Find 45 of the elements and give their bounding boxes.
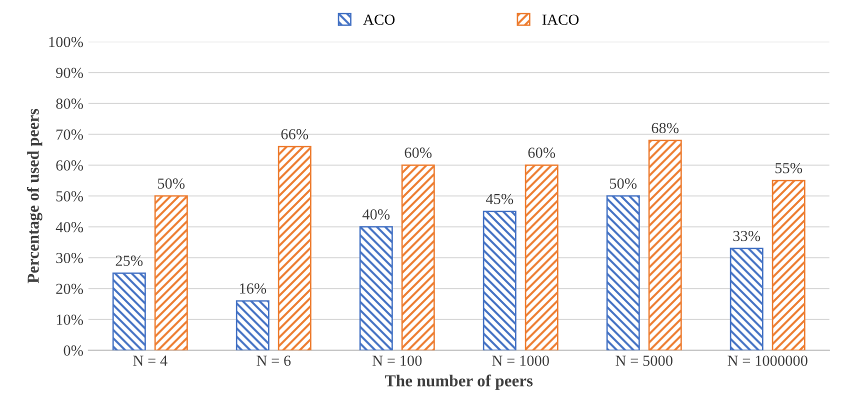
y-tick-label: 60% (56, 160, 84, 171)
data-label: 40% (362, 209, 390, 220)
x-tick-label: N = 4 (133, 356, 168, 366)
x-tick-label: N = 1000000 (728, 356, 808, 366)
y-tick-label: 70% (56, 129, 84, 140)
x-axis-title: The number of peers (384, 374, 533, 390)
y-tick-label: 90% (56, 68, 84, 78)
data-label: 68% (652, 122, 679, 134)
bar (112, 272, 146, 350)
y-axis-title: Percentage of used peers (26, 108, 42, 284)
x-tick-label: N = 6 (256, 356, 291, 366)
bar (359, 226, 393, 350)
data-label: 33% (733, 230, 760, 242)
bar (606, 195, 640, 350)
bar (648, 140, 682, 350)
bar (524, 164, 558, 350)
bar (482, 210, 516, 350)
data-label: 50% (158, 178, 185, 189)
bar (278, 146, 312, 350)
data-label: 60% (528, 148, 556, 158)
data-label: 50% (610, 178, 637, 189)
y-tick-label: 40% (56, 222, 84, 232)
bar (154, 195, 188, 350)
x-tick-label: N = 1000 (492, 356, 549, 366)
y-tick-label: 20% (56, 284, 84, 294)
y-tick-label: 0% (64, 345, 84, 356)
y-tick-label: 30% (56, 252, 84, 264)
bar (401, 164, 435, 350)
data-label: 66% (281, 129, 308, 140)
bar (772, 180, 806, 350)
x-tick-label: N = 5000 (616, 356, 672, 366)
data-label: 45% (486, 194, 514, 204)
legend-label: IACO (542, 14, 579, 25)
legend-label: ACO (363, 14, 395, 25)
bar (236, 300, 270, 350)
y-tick-label: 100% (49, 36, 84, 48)
data-label: 55% (776, 162, 802, 174)
bar (730, 248, 764, 350)
y-tick-label: 10% (56, 314, 84, 325)
data-label: 25% (116, 256, 143, 266)
y-tick-label: 80% (56, 98, 84, 109)
x-tick-label: N = 100 (372, 356, 422, 366)
data-label: 16% (240, 283, 266, 294)
y-tick-label: 50% (56, 191, 84, 202)
data-label: 60% (404, 148, 432, 158)
